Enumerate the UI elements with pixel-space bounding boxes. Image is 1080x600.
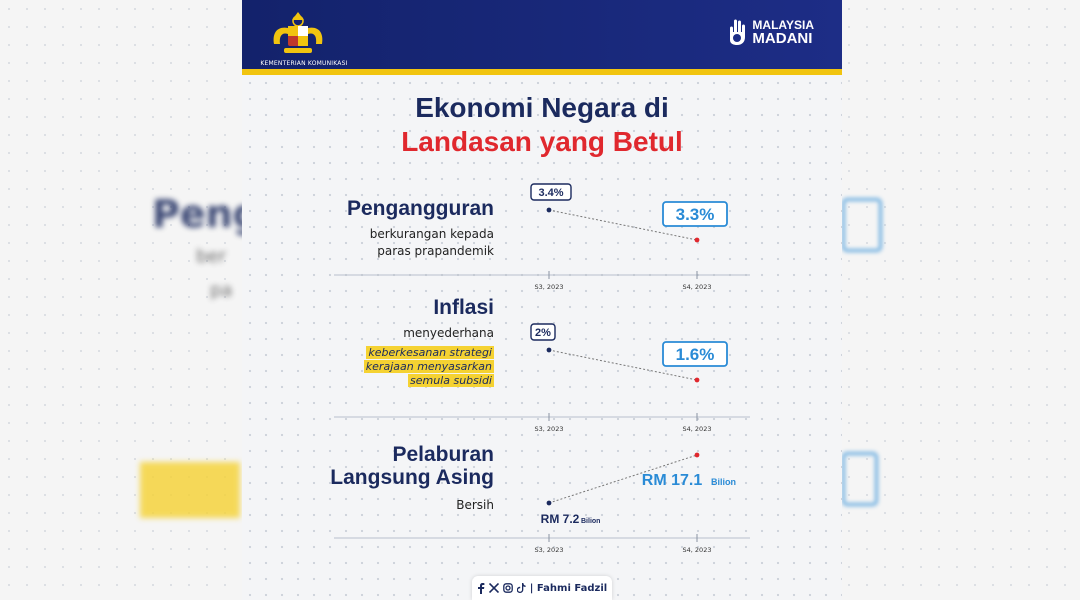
- madani-hand-icon: [730, 19, 746, 45]
- footer-name: | Fahmi Fadzil: [529, 582, 608, 594]
- section-inflation-title: Inflasi: [433, 296, 494, 319]
- data-label-s3: 2%: [535, 327, 551, 339]
- inflation-highlight-text-1: keberkesanan strategi: [366, 346, 494, 359]
- x-tick-label: S3, 2023: [535, 546, 564, 554]
- x-icon[interactable]: [488, 583, 499, 593]
- data-point-s3: [546, 500, 552, 506]
- background-ghost-sub1: ber: [196, 246, 226, 267]
- data-point-s4: [694, 237, 700, 243]
- section-inflation-sub1: menyederhana: [403, 326, 494, 340]
- data-label-s3: 3.4%: [538, 187, 563, 199]
- data-point-s4: [694, 377, 700, 383]
- x-tick-label: S4, 2023: [683, 283, 712, 291]
- section-fdi-title: Pelaburan: [392, 443, 494, 466]
- facebook-icon[interactable]: [477, 582, 485, 594]
- data-point-s3: [546, 207, 552, 213]
- headline-line1: Ekonomi Negara di: [415, 92, 669, 123]
- x-tick-label: S4, 2023: [683, 425, 712, 433]
- series-line: [548, 349, 698, 381]
- section-unemployment-sub2: paras prapandemik: [377, 244, 494, 258]
- header-stripe: [242, 69, 842, 75]
- label-box-s4: [662, 201, 728, 227]
- data-point-s4: [694, 452, 700, 458]
- data-label-s4: RM 17.1: [642, 472, 703, 489]
- crest-icon: [273, 12, 323, 53]
- x-tick-label: S3, 2023: [535, 425, 564, 433]
- section-fdi-sub1: Bersih: [456, 498, 494, 512]
- background-ghost-sub2: pa: [210, 280, 233, 301]
- section-unemployment-sub1: berkurangan kepada: [369, 227, 494, 241]
- data-unit-s3: Bilion: [581, 518, 600, 525]
- data-label-s3: RM 7.2: [541, 512, 580, 526]
- charts-layer: S3, 2023 S4, 2023 3.4% 3.3% S3, 2023 S4, 2023…: [334, 183, 750, 554]
- brand-line1: MALAYSIA: [752, 18, 814, 32]
- madani-logo: MALAYSIA MADANI: [726, 18, 814, 46]
- background-dots-right: [840, 0, 1080, 600]
- inflation-highlight-1: keberkesanan strategi: [334, 346, 494, 360]
- x-tick-label: S4, 2023: [683, 546, 712, 554]
- series-line: [548, 454, 698, 504]
- infographic: KEMENTERIAN KOMUNIKASI MALAYSIA MADANI E…: [242, 0, 842, 600]
- background-ghost-box-top: [842, 198, 882, 252]
- chart-0: S3, 2023 S4, 2023 3.4% 3.3%: [334, 183, 750, 291]
- social-footer: | Fahmi Fadzil: [472, 576, 612, 600]
- tiktok-icon[interactable]: [516, 583, 526, 593]
- background-ghost-box-bottom: [842, 452, 878, 506]
- headline-line2: Landasan yang Betul: [401, 126, 683, 157]
- header-bar: KEMENTERIAN KOMUNIKASI MALAYSIA MADANI: [242, 0, 842, 75]
- background-ghost-highlight: [140, 462, 240, 518]
- instagram-icon[interactable]: [502, 583, 513, 593]
- data-label-s4: 1.6%: [676, 345, 715, 364]
- label-box-s3: [530, 183, 572, 201]
- data-point-s3: [546, 347, 552, 353]
- section-unemployment-title: Pengangguran: [346, 197, 494, 220]
- inflation-highlight-text-3: semula subsidi: [408, 374, 494, 387]
- label-box-s4: [662, 341, 728, 367]
- ministry-name: KEMENTERIAN KOMUNIKASI: [260, 60, 348, 67]
- chart-1: S3, 2023 S4, 2023 2% 1.6%: [334, 323, 750, 433]
- brand-line2: MADANI: [752, 30, 813, 47]
- inflation-highlight-text-2: kerajaan menyasarkan: [363, 360, 494, 373]
- background-ghost-title: Peng: [152, 192, 260, 236]
- inflation-highlight-3: semula subsidi: [334, 374, 494, 388]
- data-unit-s4: Bilion: [711, 477, 736, 487]
- x-tick-label: S3, 2023: [535, 283, 564, 291]
- section-fdi-title2: Langsung Asing: [330, 466, 494, 489]
- label-box-s3: [530, 323, 556, 341]
- data-label-s4: 3.3%: [676, 205, 715, 224]
- series-line: [548, 209, 698, 241]
- inflation-highlight-2: kerajaan menyasarkan: [334, 360, 494, 374]
